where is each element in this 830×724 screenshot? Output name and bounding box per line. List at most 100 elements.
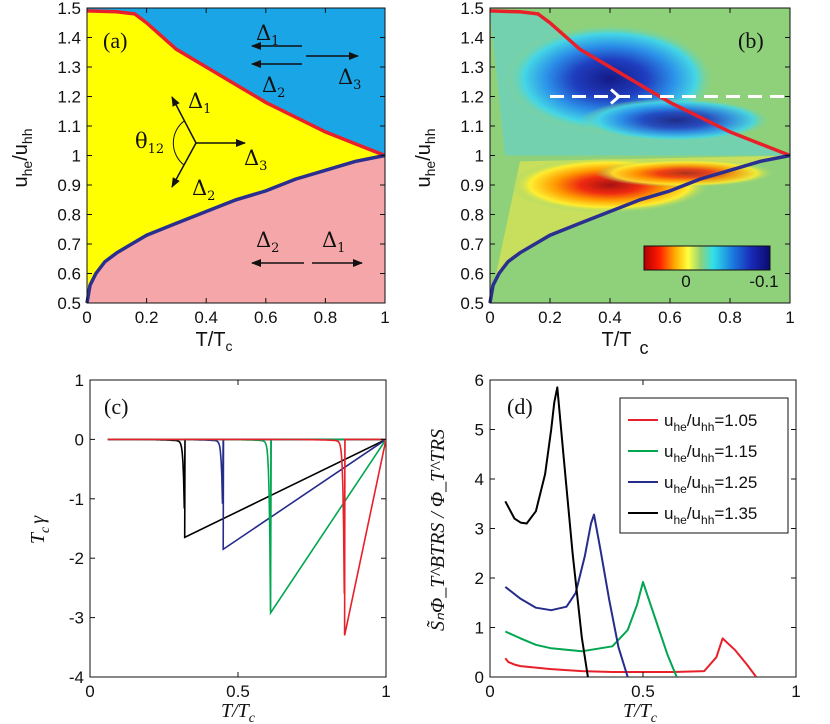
panel-d-legend-label-0: uhe/uhh=1.05	[664, 411, 757, 434]
panel-c-ytick-label-2: -2	[69, 549, 84, 568]
panel-b-xtick-label-0: 0	[485, 308, 494, 327]
panel-a-xtick-label-0: 0	[82, 308, 91, 327]
panel-c-xtick-label-2: 1	[381, 682, 390, 701]
panel-b-ytick-label-4: 0.9	[460, 176, 484, 195]
panel-d-series-2	[504, 513, 629, 677]
panel-b-ytick-label-3: 0.8	[460, 206, 484, 225]
panel-b-xtick-label-5: 1	[785, 308, 794, 327]
panel-b-xlabel: T/T c	[602, 329, 649, 358]
panel-d-ytick-label-0: 0	[475, 668, 484, 687]
panel-a-delta2-center: Δ2	[192, 176, 215, 204]
panel-b: 0 0.2 0.4 0.6 0.8 1 0.5 0.6 0.7 0.8 0.9 1 1.1 1.2 1.3 1…	[413, 0, 795, 358]
panel-c-ytick-label-5: 1	[75, 371, 84, 390]
panel-d-series-3	[504, 386, 589, 677]
panel-a-ytick-label-5: 1	[72, 147, 81, 166]
panel-d-legend-label-1: uhe/uhh=1.15	[664, 442, 757, 465]
panel-c-ytick-label-0: -4	[69, 668, 84, 687]
panel-d-xtick-label-1: 0.5	[631, 682, 655, 701]
panel-d-ytick-label-6: 6	[475, 371, 484, 390]
panel-a-ytick-label-3: 0.8	[57, 206, 81, 225]
panel-d-ytick-label-5: 5	[475, 421, 484, 440]
panel-a-xtick-label-2: 0.4	[194, 308, 218, 327]
panel-a-xtick-label-3: 0.6	[254, 308, 278, 327]
panel-d-label: (d)	[507, 394, 533, 419]
panel-b-lower-boundary	[488, 153, 791, 304]
panel-b-ytick-label-2: 0.7	[460, 235, 484, 254]
panel-d-ytick-label-1: 1	[475, 619, 484, 638]
panel-b-blue-tail	[581, 98, 771, 143]
panel-a-delta2-bottom: Δ2	[256, 228, 279, 256]
panel-a-ytick-label-10: 1.5	[57, 0, 81, 18]
panel-a-delta3-center: Δ3	[244, 146, 267, 174]
panel-d-legend: uhe/uhh=1.05 uhe/uhh=1.15 uhe/uhh=1.25 uhe/…	[619, 397, 789, 534]
panel-a-delta1-bottom: Δ1	[322, 228, 345, 256]
panel-b-xtick-label-1: 0.2	[538, 308, 562, 327]
panel-a-ytick-label-8: 1.3	[57, 58, 81, 77]
panel-a-ytick-label-7: 1.2	[57, 88, 81, 107]
panel-d-ticks: 0 0.5 1 0 1 2 3 4 5 6	[475, 371, 801, 701]
panel-a-delta3-top: Δ3	[338, 65, 361, 93]
panel-c-xtick-label-1: 0.5	[226, 682, 250, 701]
panel-b-ytick-label-7: 1.2	[460, 88, 484, 107]
panel-b-ytick-label-6: 1.1	[460, 117, 484, 136]
panel-b-colorbar	[643, 245, 771, 271]
panel-d-ytick-label-4: 4	[475, 470, 484, 489]
panel-a-xtick-label-5: 1	[380, 308, 389, 327]
panel-c-lines	[107, 438, 386, 636]
panel-b-xtick-label-2: 0.4	[598, 308, 622, 327]
panel-a-pink-region	[87, 155, 385, 303]
panel-a-ytick-label-9: 1.4	[57, 29, 81, 48]
panel-c-ticks: 0 0.5 1 -4 -3 -2 -1 0 1	[69, 371, 391, 701]
panel-a: 0 0.2 0.4 0.6 0.8 1 0.5 0.6 0.7 0.8 0.9 1 1.1 1.2 1.3 1…	[10, 0, 390, 354]
panel-c-xtick-label-0: 0	[85, 682, 94, 701]
panel-b-heatmap	[490, 10, 790, 303]
panel-a-lower-boundary	[85, 153, 386, 304]
panel-b-ytick-label-9: 1.4	[460, 29, 484, 48]
panel-a-delta1-top: Δ1	[256, 21, 279, 49]
panel-b-ticks: 0 0.2 0.4 0.6 0.8 1 0.5 0.6 0.7 0.8 0.9 1 1.1 1.2 1.3 1…	[460, 0, 794, 327]
panel-c: 0 0.5 1 -4 -3 -2 -1 0 1 (c) T/Tc Tcγ	[27, 371, 391, 724]
panel-c-frame	[89, 379, 387, 678]
panel-a-xtick-label-1: 0.2	[135, 308, 159, 327]
panel-c-ytick-label-3: -1	[69, 490, 84, 509]
panel-a-vec-delta1	[171, 96, 197, 144]
panel-d-series-1	[504, 581, 678, 677]
panel-d-xtick-label-0: 0	[485, 682, 494, 701]
panel-d-ylabel: S̃ₙΦ_T^BTRS / Φ_T^TRS	[426, 429, 449, 631]
panel-b-xtick-label-3: 0.6	[658, 308, 682, 327]
panel-a-ytick-label-1: 0.6	[57, 265, 81, 284]
panel-a-upper-boundary	[86, 9, 386, 158]
panel-a-label: (a)	[103, 28, 127, 53]
panel-a-ytick-label-6: 1.1	[57, 117, 81, 136]
panel-d-legend-label-3: uhe/uhh=1.35	[664, 504, 757, 527]
panel-a-theta-arc	[172, 120, 185, 166]
panel-c-label: (c)	[104, 394, 128, 419]
panel-b-ytick-label-5: 1	[475, 147, 484, 166]
panel-c-series-1.05	[107, 438, 386, 636]
panel-b-upper-boundary	[489, 9, 791, 158]
panel-b-ytick-label-1: 0.6	[460, 265, 484, 284]
panel-c-ylabel: Tcγ	[27, 515, 53, 544]
panel-b-ytick-label-0: 0.5	[460, 294, 484, 313]
panel-b-colorbar-tick-1: -0.1	[749, 272, 778, 291]
panel-d-xlabel: T/Tc	[623, 700, 658, 724]
panel-b-ytick-label-8: 1.3	[460, 58, 484, 77]
panel-a-ytick-label-4: 0.9	[57, 176, 81, 195]
panel-a-ticks: 0 0.2 0.4 0.6 0.8 1 0.5 0.6 0.7 0.8 0.9 1 1.1 1.2 1.3 1…	[57, 0, 389, 327]
panel-c-ytick-label-4: 0	[75, 430, 84, 449]
panel-a-delta1-center: Δ1	[188, 89, 211, 117]
panel-b-colorbar-tick-0: 0	[681, 272, 690, 291]
panel-d: 0 0.5 1 0 1 2 3 4 5 6 (d) uhe/uhh=1.05 uhe/uhh=1.1…	[426, 371, 801, 724]
panel-d-xtick-label-2: 1	[791, 682, 800, 701]
panel-c-ytick-label-1: -3	[69, 609, 84, 628]
panel-a-xlabel: T/Tc	[196, 329, 233, 354]
panel-a-delta2-top: Δ2	[262, 73, 285, 101]
panel-b-xtick-label-4: 0.8	[718, 308, 742, 327]
panel-c-xlabel: T/Tc	[221, 700, 256, 724]
panel-d-ytick-label-3: 3	[475, 520, 484, 539]
panel-b-ytick-label-10: 1.5	[460, 0, 484, 18]
panel-a-theta12: θ12	[135, 129, 164, 157]
panel-d-legend-label-2: uhe/uhh=1.25	[664, 473, 757, 496]
panel-b-label: (b)	[738, 28, 764, 53]
panel-d-legend-entries: uhe/uhh=1.05 uhe/uhh=1.15 uhe/uhh=1.25 uhe/…	[628, 411, 757, 527]
